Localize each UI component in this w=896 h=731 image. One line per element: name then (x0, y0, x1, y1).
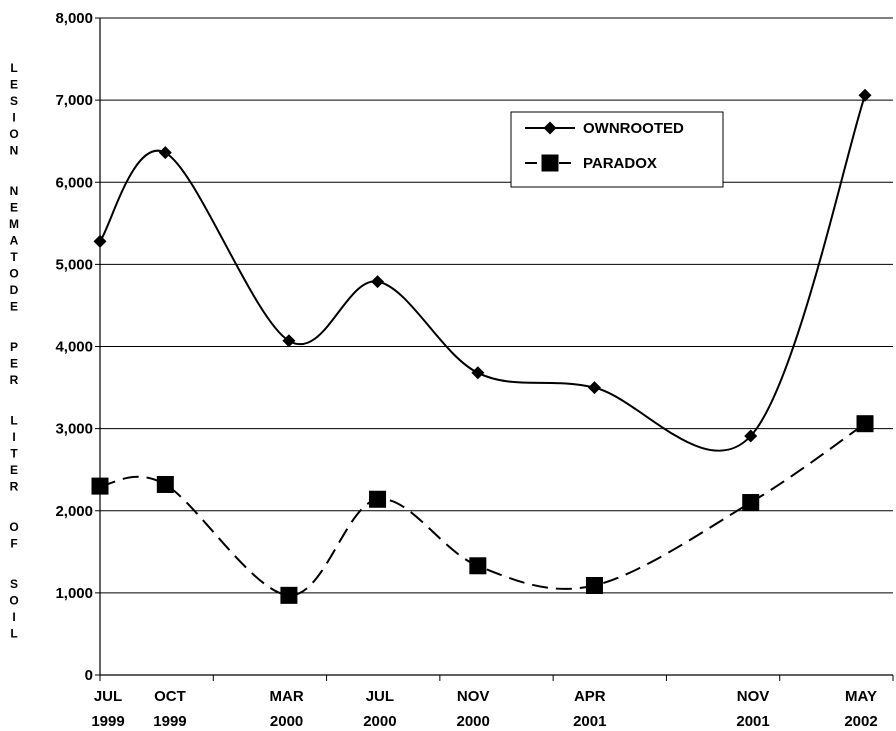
y-axis-label-letter: D (10, 283, 19, 297)
y-axis-label-letter: E (10, 300, 18, 314)
y-axis-label-letter: L (10, 627, 17, 641)
y-axis-label-letter: P (10, 340, 18, 354)
y-tick-label: 5,000 (55, 256, 93, 273)
y-axis-label-letter: O (9, 127, 18, 141)
data-point-ownrooted (587, 381, 601, 395)
x-tick-label: APR 2001 (573, 688, 606, 730)
data-point-paradox (469, 557, 487, 575)
x-tick-label-month: OCT (154, 688, 186, 705)
x-tick-label: NOV 2001 (736, 688, 769, 730)
data-point-ownrooted (471, 366, 485, 380)
x-tick-label-year: 2000 (456, 713, 489, 730)
data-point-paradox (369, 490, 387, 508)
y-axis-label-letter: R (10, 480, 19, 494)
data-point-paradox (585, 576, 603, 594)
x-tick-label-month: MAR (270, 688, 304, 705)
y-axis-label-letter: L (10, 61, 17, 75)
data-point-ownrooted (858, 88, 872, 102)
y-axis-label-letter: T (10, 250, 18, 264)
x-tick-label-month: MAY (845, 688, 877, 705)
x-tick-label-month: JUL (366, 688, 394, 705)
data-point-ownrooted (744, 429, 758, 443)
y-axis-label-letter: N (10, 184, 19, 198)
x-tick-label-year: 2000 (363, 713, 396, 730)
y-axis-label-letter: A (10, 234, 19, 248)
data-point-ownrooted (158, 146, 172, 160)
y-tick-label: 0 (85, 667, 93, 684)
y-tick-label: 7,000 (55, 92, 93, 109)
legend-box (510, 111, 724, 188)
x-tick-label-month: NOV (737, 688, 770, 705)
data-point-ownrooted (93, 234, 107, 248)
y-tick-label: 6,000 (55, 174, 93, 191)
y-axis-label-letter: O (9, 594, 18, 608)
data-point-ownrooted (282, 334, 296, 348)
x-tick-label: NOV 2000 (456, 688, 489, 730)
y-tick-label: 8,000 (55, 10, 93, 27)
x-tick-label-year: 2000 (270, 713, 303, 730)
x-tick-label-year: 2002 (844, 713, 877, 730)
x-tick-label-year: 2001 (573, 713, 606, 730)
data-point-ownrooted (371, 275, 385, 289)
x-tick-label-year: 1999 (91, 713, 124, 730)
y-axis-label-letter: N (10, 144, 19, 158)
data-point-paradox (742, 494, 760, 512)
y-axis-label-letter: E (10, 357, 18, 371)
x-tick-label-month: JUL (94, 688, 122, 705)
x-tick-label: JUL 2000 (363, 688, 396, 730)
y-axis-label-letter: E (10, 201, 18, 215)
y-tick-labels: 0 1,000 2,000 3,000 4,000 5,000 6,000 7,000 8,00… (55, 10, 93, 684)
x-tick-label: OCT 1999 (153, 688, 186, 730)
series-group (91, 88, 874, 604)
x-tick-label-year: 2001 (736, 713, 769, 730)
x-tick-labels: JUL 1999 OCT 1999 MAR 2000 JUL 2000 NOV 2000 APR 20… (91, 688, 877, 730)
legend-label-paradox: PARADOX (583, 155, 657, 172)
series-line-ownrooted (99, 94, 866, 452)
y-axis-label-letter: E (10, 78, 18, 92)
legend-marker-ownrooted (543, 121, 557, 135)
x-tick-label: MAY 2002 (844, 688, 877, 730)
x-tick-label: MAR 2000 (270, 688, 304, 730)
y-axis-label-letter: S (10, 577, 18, 591)
y-axis-label-letter: I (12, 111, 15, 125)
legend: OWNROOTED PARADOX (510, 111, 724, 188)
x-tick-label: JUL 1999 (91, 688, 124, 730)
y-axis-label-letter: M (9, 217, 19, 231)
y-axis-label-letter: S (10, 94, 18, 108)
series-ownrooted (93, 88, 872, 452)
series-line-paradox (99, 422, 866, 597)
y-axis-label-letter: L (10, 414, 17, 428)
y-axis-label-letter: E (10, 463, 18, 477)
y-axis-label-letter: I (12, 610, 15, 624)
data-point-paradox (91, 477, 109, 495)
x-tick-label-month: NOV (457, 688, 490, 705)
y-axis-label-letter: I (12, 430, 15, 444)
x-tick-label-month: APR (574, 688, 606, 705)
data-point-paradox (156, 475, 174, 493)
y-axis-label-letter: O (9, 267, 18, 281)
y-tick-label: 1,000 (55, 585, 93, 602)
x-tick-label-year: 1999 (153, 713, 186, 730)
y-axis-label-letter: R (10, 373, 19, 387)
data-point-paradox (280, 586, 298, 604)
series-paradox (91, 415, 874, 604)
axes (95, 17, 894, 681)
y-axis-label-letter: F (10, 537, 17, 551)
y-tick-label: 4,000 (55, 339, 93, 356)
y-axis-label-letter: T (10, 447, 18, 461)
y-tick-label: 2,000 (55, 503, 93, 520)
legend-label-ownrooted: OWNROOTED (583, 120, 684, 137)
y-axis-label-letter: O (9, 520, 18, 534)
y-tick-label: 3,000 (55, 421, 93, 438)
grid-lines (100, 17, 893, 594)
data-point-paradox (856, 415, 874, 433)
legend-marker-paradox (541, 154, 559, 172)
